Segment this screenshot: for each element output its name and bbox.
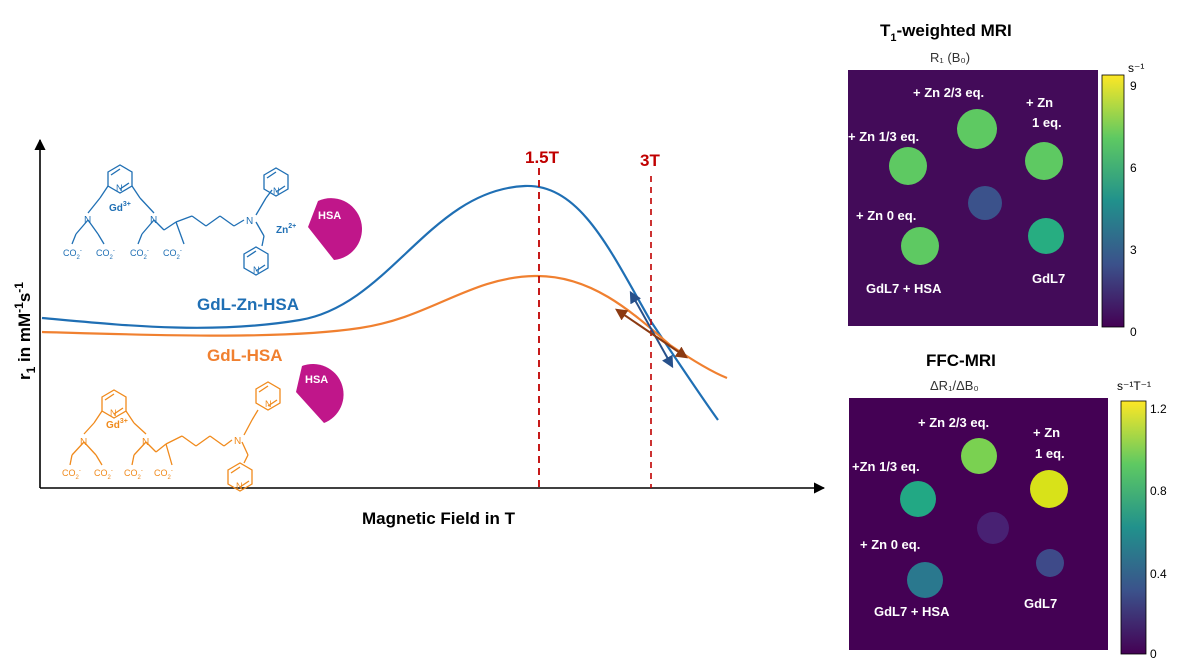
- pyridine-ring-upper: [263, 167, 289, 197]
- hsa-protein-orange: HSA: [296, 363, 344, 423]
- svg-text:CO2-: CO2-: [94, 468, 113, 481]
- sample-spot-zn-0: [901, 227, 939, 265]
- slope-arrow-brown: [615, 308, 688, 359]
- sample-spot-gdl7-blank: [968, 186, 1002, 220]
- gd-label: Gd3+: [109, 201, 131, 214]
- sample-spot-gdl7: [1036, 549, 1064, 577]
- molecule-gdl-zn-hsa-text: N N N N N N Gd3+ Zn2+ CO2- CO2- CO2- CO2…: [63, 183, 296, 275]
- hsa-label: HSA: [305, 374, 328, 386]
- label-zn-1-3: +Zn 1/3 eq.: [852, 459, 920, 474]
- label-zn-1-eq: 1 eq.: [1032, 115, 1062, 130]
- svg-text:N: N: [246, 216, 253, 227]
- x-axis-label: Magnetic Field in T: [362, 509, 516, 528]
- label-zn-0: + Zn 0 eq.: [856, 208, 916, 223]
- hsa-label: HSA: [318, 210, 341, 222]
- panel-title: FFC-MRI: [926, 351, 996, 370]
- label-gdl7: GdL7: [1024, 596, 1057, 611]
- colorbar-tick: 0.4: [1150, 567, 1167, 581]
- colorbar: [1120, 400, 1147, 655]
- label-zn-1: + Zn: [1026, 95, 1053, 110]
- svg-text:N: N: [110, 408, 117, 418]
- sample-spot-zn-1-3: [889, 147, 927, 185]
- svg-text:CO2-: CO2-: [124, 468, 143, 481]
- svg-text:CO2-: CO2-: [62, 468, 81, 481]
- sample-spot-zn-0: [907, 562, 943, 598]
- marker-label-1-5t: 1.5T: [525, 148, 560, 167]
- marker-label-3t: 3T: [640, 151, 660, 170]
- sample-spot-gdl7-blank: [977, 512, 1009, 544]
- svg-text:CO2-: CO2-: [130, 248, 149, 261]
- molecule-gdl-hsa: [69, 381, 281, 492]
- sample-spot-zn-2-3: [957, 109, 997, 149]
- label-zn-1-3: + Zn 1/3 eq.: [848, 129, 919, 144]
- pyridine-ring-upper: [255, 381, 281, 411]
- panel-title: T1-weighted MRI: [880, 21, 1012, 44]
- colorbar-unit: s⁻¹: [1128, 61, 1144, 75]
- relaxivity-plot: 1.5T 3T Magnetic Field in T r1 in mM-1s-…: [12, 138, 826, 528]
- svg-text:CO2-: CO2-: [154, 468, 173, 481]
- svg-text:N: N: [273, 186, 280, 196]
- colorbar-unit: s⁻¹T⁻¹: [1117, 379, 1151, 393]
- svg-text:CO2-: CO2-: [163, 248, 182, 261]
- label-zn-2-3: + Zn 2/3 eq.: [913, 85, 984, 100]
- colorbar-tick: 0: [1130, 325, 1137, 339]
- sample-spot-zn-2-3: [961, 438, 997, 474]
- colorbar: [1101, 74, 1125, 328]
- svg-text:CO2-: CO2-: [63, 248, 82, 261]
- sample-spot-gdl7: [1028, 218, 1064, 254]
- label-gdl7: GdL7: [1032, 271, 1065, 286]
- colorbar-tick: 1.2: [1150, 402, 1167, 416]
- svg-text:N: N: [150, 215, 157, 226]
- nitrogen-label: N: [84, 215, 91, 226]
- label-gdl7-hsa: GdL7 + HSA: [866, 281, 942, 296]
- colorbar-tick: 9: [1130, 79, 1137, 93]
- svg-text:N: N: [234, 436, 241, 447]
- label-zn-0: + Zn 0 eq.: [860, 537, 920, 552]
- label-gdl7-hsa: GdL7 + HSA: [874, 604, 950, 619]
- svg-text:N: N: [236, 481, 243, 491]
- colorbar-tick: 0.8: [1150, 484, 1167, 498]
- pyridine-ring-lower: [243, 246, 269, 276]
- series-label-gdl-hsa: GdL-HSA: [207, 346, 283, 365]
- colorbar-ticks: 9 6 3 0: [1130, 79, 1137, 339]
- panel-subtitle: ΔR₁/ΔB₀: [930, 378, 979, 393]
- svg-text:N: N: [116, 183, 123, 193]
- svg-text:N: N: [142, 437, 149, 448]
- series-label-gdl-zn-hsa: GdL-Zn-HSA: [197, 295, 299, 314]
- gd-label: Gd3+: [106, 418, 128, 431]
- svg-text:N: N: [253, 265, 260, 275]
- sample-spot-zn-1: [1030, 470, 1068, 508]
- colorbar-ticks: 1.2 0.8 0.4 0: [1150, 402, 1167, 661]
- pyridine-ring-lower: [227, 462, 253, 492]
- colorbar-tick: 0: [1150, 647, 1157, 660]
- svg-text:N: N: [80, 437, 87, 448]
- sample-spot-zn-1-3: [900, 481, 936, 517]
- svg-text:CO2-: CO2-: [96, 248, 115, 261]
- colorbar-tick: 6: [1130, 161, 1137, 175]
- sample-spot-zn-1: [1025, 142, 1063, 180]
- colorbar-tick: 3: [1130, 243, 1137, 257]
- molecule-gdl-zn-hsa: [71, 164, 289, 276]
- y-axis-label: r1 in mM-1s-1: [12, 282, 38, 380]
- hsa-protein-blue: HSA: [308, 198, 362, 260]
- mri-panel-ffc: FFC-MRI ΔR₁/ΔB₀ + Zn 2/3 eq. + Zn 1 eq. …: [849, 351, 1167, 661]
- panel-subtitle: R₁ (B₀): [930, 50, 970, 65]
- label-zn-1-eq: 1 eq.: [1035, 446, 1065, 461]
- label-zn-1: + Zn: [1033, 425, 1060, 440]
- mri-panel-t1: T1-weighted MRI R₁ (B₀) + Zn 2/3 eq. + Z…: [848, 21, 1144, 339]
- svg-text:N: N: [265, 399, 272, 409]
- label-zn-2-3: + Zn 2/3 eq.: [918, 415, 989, 430]
- zn-label: Zn2+: [276, 223, 296, 236]
